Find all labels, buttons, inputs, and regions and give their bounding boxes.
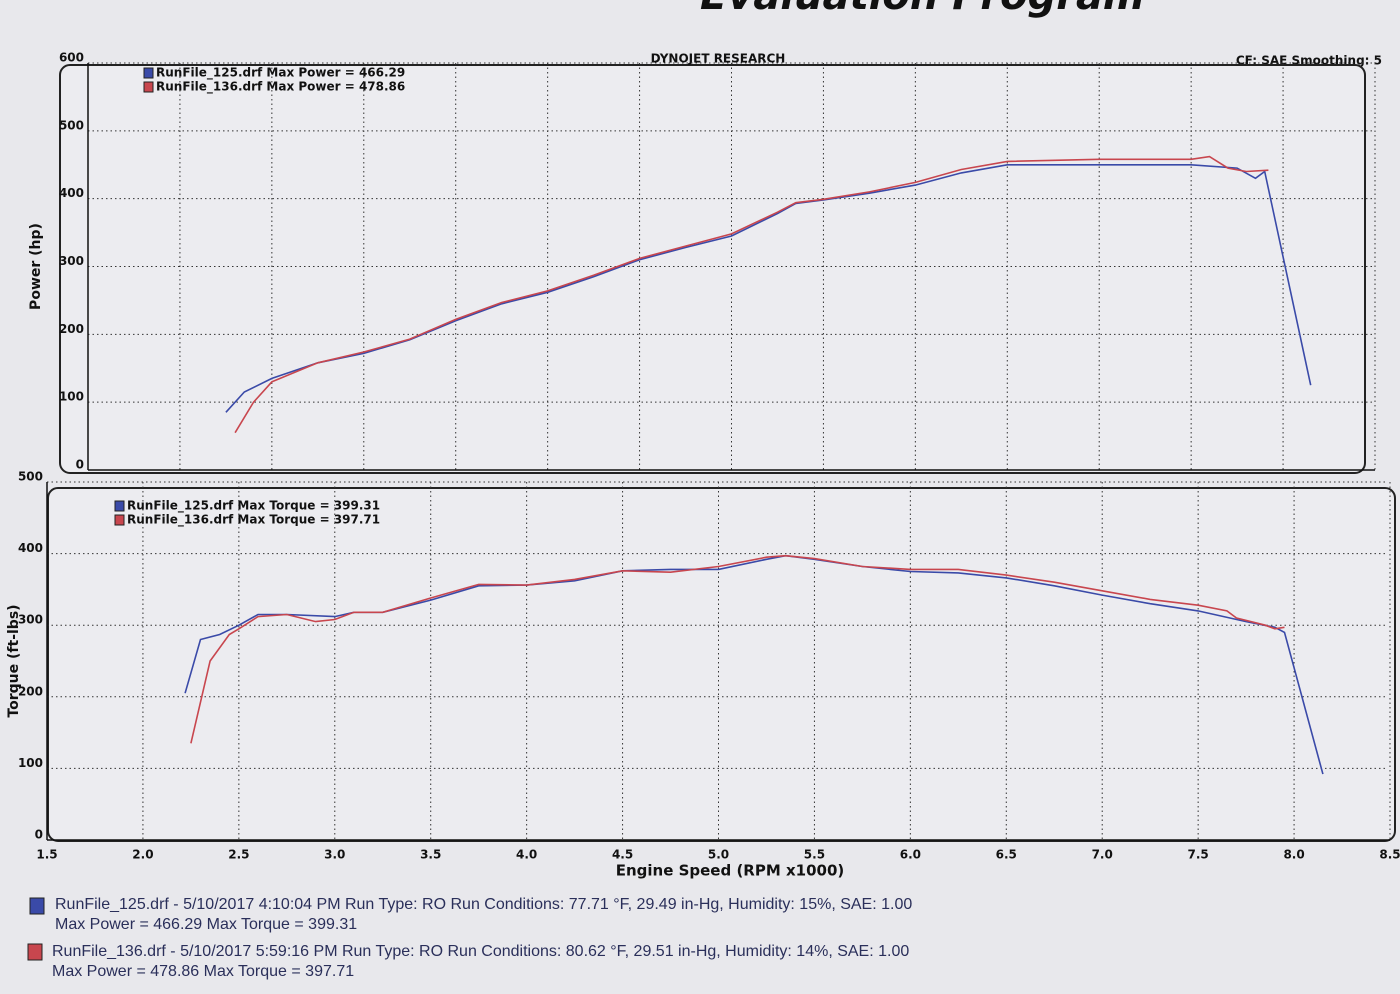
y-tick-label: 0 (76, 458, 84, 472)
x-tick-label: 3.0 (324, 848, 345, 862)
y-tick-label: 300 (18, 613, 43, 627)
legend-label: RunFile_125.drf Max Torque = 399.31 (127, 499, 380, 514)
run-info: RunFile_125.drf - 5/10/2017 4:10:04 PM R… (55, 896, 912, 913)
y-tick-label: 600 (59, 51, 84, 65)
x-tick-label: 2.0 (132, 848, 153, 862)
x-tick-label: 5.5 (804, 848, 825, 862)
y-tick-label: 400 (18, 541, 43, 555)
y-tick-label: 300 (59, 254, 84, 268)
torque-frame (47, 487, 1396, 842)
run-info: RunFile_136.drf - 5/10/2017 5:59:16 PM R… (52, 943, 909, 960)
y-tick-label: 500 (18, 470, 43, 484)
y-tick-label: 200 (59, 322, 84, 336)
x-tick-label: 4.5 (612, 848, 633, 862)
power-frame (59, 64, 1366, 474)
y-axis-label: Power (hp) (28, 223, 44, 310)
legend-label: RunFile_125.drf Max Power = 466.29 (156, 66, 405, 81)
legend-swatch (114, 514, 125, 526)
power-curve (190, 554, 1285, 744)
power-curve (234, 155, 1269, 434)
legend-swatch (143, 67, 154, 79)
legend-label: RunFile_136.drf Max Torque = 397.71 (127, 513, 380, 528)
run-max: Max Power = 466.29 Max Torque = 399.31 (55, 916, 357, 933)
legend-label: RunFile_136.drf Max Power = 478.86 (156, 80, 405, 95)
x-tick-label: 4.0 (516, 848, 537, 862)
x-tick-label: 7.5 (1188, 848, 1209, 862)
x-tick-label: 1.5 (36, 848, 57, 862)
x-axis-label: Engine Speed (RPM x1000) (616, 862, 845, 880)
chart-title: DYNOJET RESEARCH (651, 52, 786, 66)
x-tick-label: 6.5 (996, 848, 1017, 862)
run-max: Max Power = 478.86 Max Torque = 397.71 (52, 963, 354, 980)
x-tick-label: 8.5 (1379, 848, 1400, 862)
y-tick-label: 100 (18, 756, 43, 770)
power-curve (225, 164, 1312, 413)
x-tick-label: 2.5 (228, 848, 249, 862)
run-swatch (29, 897, 45, 915)
y-tick-label: 500 (59, 118, 84, 132)
x-tick-label: 6.0 (900, 848, 921, 862)
legend-swatch (114, 500, 125, 512)
y-tick-label: 0 (35, 828, 43, 842)
x-tick-label: 5.0 (708, 848, 729, 862)
y-tick-label: 100 (59, 390, 84, 404)
legend-swatch (143, 81, 154, 93)
y-tick-label: 200 (18, 684, 43, 698)
run-swatch (27, 943, 43, 961)
x-tick-label: 3.5 (420, 848, 441, 862)
header-title: Evaluation Program (700, 0, 1145, 19)
x-tick-label: 8.0 (1283, 848, 1304, 862)
y-axis-label: Torque (ft-lbs) (6, 604, 22, 717)
y-tick-label: 400 (59, 186, 84, 200)
x-tick-label: 7.0 (1092, 848, 1113, 862)
